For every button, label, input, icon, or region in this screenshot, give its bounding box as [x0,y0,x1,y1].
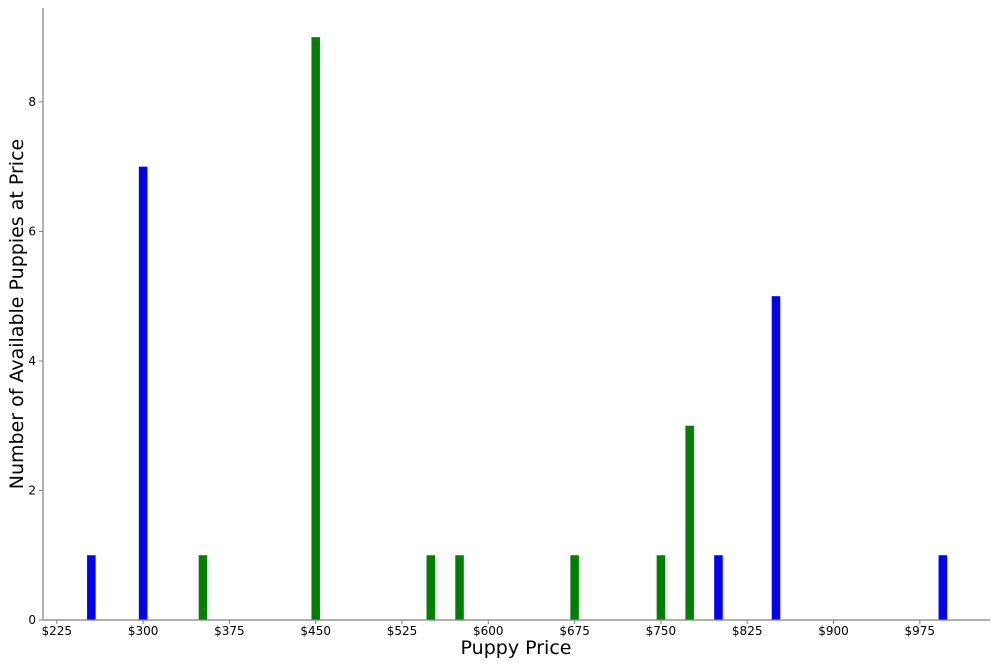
x-tick-label: $450 [300,624,331,638]
bar-0-4 [938,555,948,620]
x-tick-label: $675 [559,624,590,638]
x-ticks: $225 $300 $375 $450 $525 $600 $675 $750 $825 $900… [42,620,936,638]
y-ticks: 0 2 4 6 8 [28,95,43,627]
x-tick-label: $600 [473,624,504,638]
x-tick-label: $300 [128,624,159,638]
bar-1-2 [426,555,436,620]
y-tick-label: 0 [28,613,36,627]
x-axis-label: Puppy Price [461,637,572,659]
x-tick-label: $900 [818,624,849,638]
bar-1-6 [685,425,694,620]
x-tick-label: $750 [646,624,677,638]
bar-0-3 [771,296,781,620]
x-tick-label: $225 [42,624,73,638]
bar-0-0 [87,555,96,620]
bar-1-1 [311,37,320,620]
x-tick-label: $525 [387,624,418,638]
bar-0-2 [714,555,723,620]
y-axis-label: Number of Available Puppies at Price [6,139,28,489]
y-tick-label: 2 [28,483,36,497]
x-tick-label: $375 [214,624,245,638]
bar-1-5 [656,555,666,620]
y-tick-label: 4 [28,354,36,368]
y-tick-label: 8 [28,95,36,109]
x-tick-label: $825 [732,624,763,638]
bar-1-0 [198,555,208,620]
bar-1-4 [570,555,579,620]
x-tick-label: $975 [905,624,936,638]
bars-group [87,37,948,620]
bar-1-3 [455,555,464,620]
y-tick-label: 6 [28,224,36,238]
bar-0-1 [138,166,148,620]
